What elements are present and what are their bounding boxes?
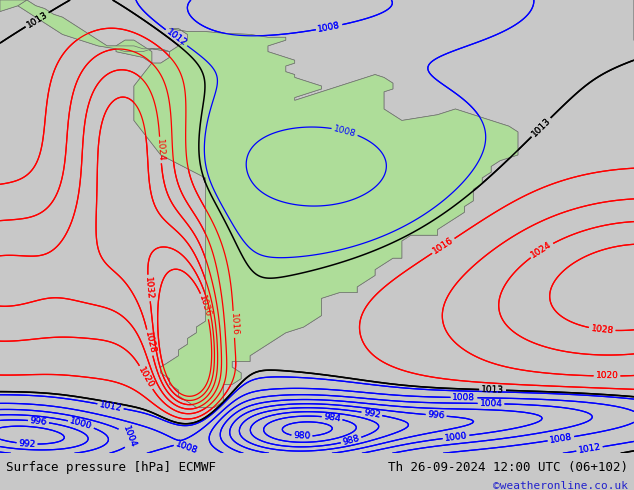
Text: 1024: 1024 [529, 240, 553, 260]
Text: 1004: 1004 [121, 424, 138, 449]
Text: 1000: 1000 [444, 431, 468, 443]
Text: 1008: 1008 [317, 21, 341, 34]
Text: 996: 996 [29, 416, 48, 427]
Text: 1020: 1020 [595, 371, 618, 381]
Text: 1013: 1013 [25, 10, 49, 29]
Text: 1016: 1016 [431, 236, 455, 256]
Text: 1016: 1016 [229, 313, 239, 336]
Text: 1008: 1008 [453, 393, 476, 402]
Text: 1004: 1004 [479, 399, 503, 408]
Text: 1032: 1032 [143, 276, 154, 300]
Text: 1004: 1004 [479, 399, 503, 408]
Text: 988: 988 [342, 434, 361, 447]
Text: 1008: 1008 [333, 124, 357, 139]
Text: 1000: 1000 [68, 416, 93, 431]
Text: 1012: 1012 [98, 400, 122, 413]
Text: 1013: 1013 [481, 385, 504, 395]
Text: 1020: 1020 [136, 365, 155, 390]
Text: 1020: 1020 [595, 371, 618, 381]
Text: 992: 992 [363, 408, 381, 419]
Text: 996: 996 [29, 416, 48, 427]
Text: 984: 984 [323, 412, 341, 423]
Text: 1008: 1008 [453, 393, 476, 402]
Text: 1036: 1036 [197, 294, 213, 318]
Text: 992: 992 [18, 439, 36, 449]
Text: 1013: 1013 [481, 385, 504, 395]
Text: 992: 992 [363, 408, 381, 419]
Text: 996: 996 [427, 410, 445, 420]
Text: 1016: 1016 [229, 313, 239, 336]
Text: 1008: 1008 [549, 433, 573, 445]
Text: 1028: 1028 [590, 324, 614, 335]
Text: 1012: 1012 [578, 442, 602, 455]
Text: 1024: 1024 [529, 240, 553, 260]
Text: 1008: 1008 [317, 21, 341, 34]
Text: 1013: 1013 [25, 10, 49, 29]
Text: Surface pressure [hPa] ECMWF: Surface pressure [hPa] ECMWF [6, 461, 216, 474]
Text: 980: 980 [293, 431, 311, 441]
Text: 1012: 1012 [578, 442, 602, 455]
Text: 1008: 1008 [549, 433, 573, 445]
Text: 1024: 1024 [155, 139, 165, 162]
Text: 1024: 1024 [155, 139, 165, 162]
Text: 1032: 1032 [143, 276, 154, 300]
Text: 1012: 1012 [164, 27, 188, 48]
Text: 1000: 1000 [444, 431, 468, 443]
Text: 1016: 1016 [431, 236, 455, 256]
Text: 1013: 1013 [530, 116, 552, 139]
Text: 1028: 1028 [143, 330, 157, 355]
Text: 996: 996 [427, 410, 445, 420]
Text: 1020: 1020 [136, 365, 155, 390]
Text: 1013: 1013 [530, 116, 552, 139]
Text: 1008: 1008 [333, 124, 357, 139]
Text: 984: 984 [323, 412, 341, 423]
Text: 1004: 1004 [121, 424, 138, 449]
Text: 1000: 1000 [68, 416, 93, 431]
Text: 1036: 1036 [197, 294, 213, 318]
Text: Th 26-09-2024 12:00 UTC (06+102): Th 26-09-2024 12:00 UTC (06+102) [387, 461, 628, 474]
Text: 988: 988 [342, 434, 361, 447]
Text: 1012: 1012 [98, 400, 122, 413]
Text: 1028: 1028 [590, 324, 614, 335]
Text: 992: 992 [18, 439, 36, 449]
Text: 1008: 1008 [174, 439, 199, 455]
Text: 1012: 1012 [164, 27, 188, 48]
Text: ©weatheronline.co.uk: ©weatheronline.co.uk [493, 481, 628, 490]
Text: 1008: 1008 [174, 439, 199, 455]
Text: 980: 980 [293, 431, 311, 441]
Text: 1028: 1028 [143, 330, 157, 355]
